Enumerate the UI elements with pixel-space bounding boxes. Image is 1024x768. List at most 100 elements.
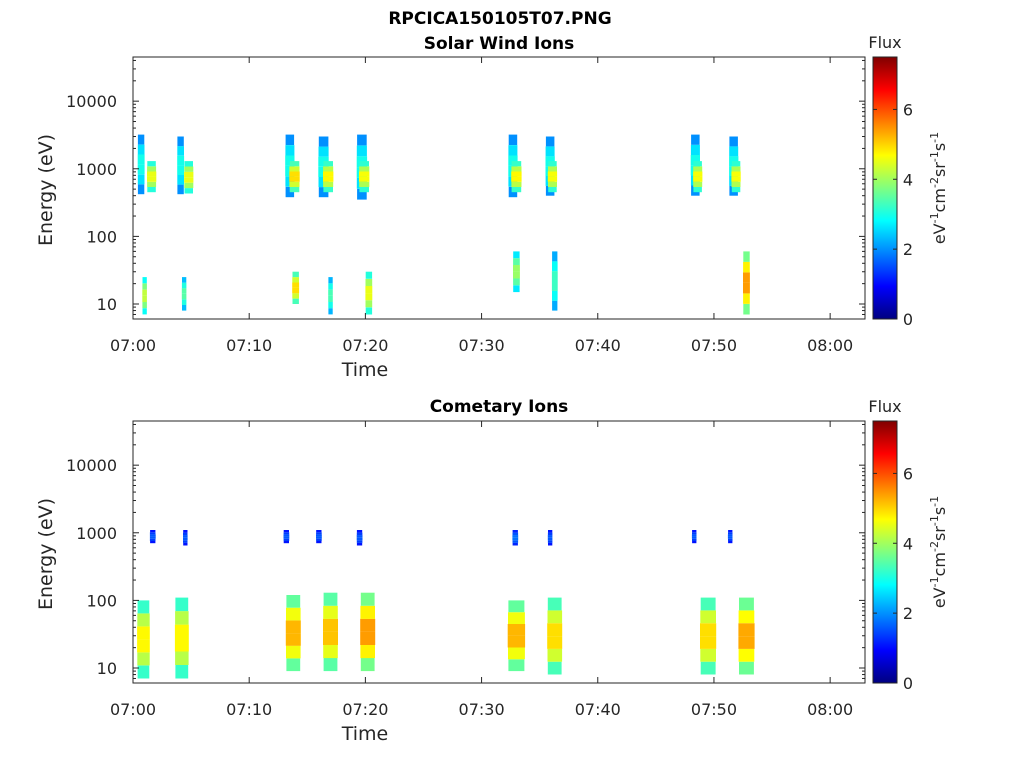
x-tick-label-1: 07:10 (226, 336, 272, 355)
heatmap-cell-16-2 (700, 636, 717, 649)
heatmap-cell-20-2 (292, 287, 300, 294)
heatmap-cell-4-0 (356, 542, 363, 546)
colorbar-title: Flux (868, 33, 901, 52)
x-tick-label-0: 07:00 (110, 700, 156, 719)
heatmap-cell-13-3 (360, 618, 376, 632)
heatmap-cell-13-2 (360, 631, 376, 645)
heatmap-cell-17-2 (738, 636, 755, 649)
heatmap-cell-10-4 (175, 611, 189, 625)
heatmap-cell-7-2 (323, 176, 334, 182)
x-tick-label-6: 08:00 (807, 336, 853, 355)
heatmap-cell-8-5 (728, 530, 733, 533)
heatmap-cell-20-3 (292, 282, 300, 288)
heatmap-cell-5-3 (512, 535, 519, 538)
heatmap-cells (137, 530, 755, 679)
heatmap-cell-1-1 (183, 540, 188, 543)
heatmap-cell-7-3 (323, 171, 334, 177)
heatmap-cell-1-4 (147, 166, 157, 172)
panel-title: Cometary Ions (430, 397, 569, 417)
heatmap-cell-8-0 (357, 188, 367, 200)
heatmap-cell-24-0 (552, 300, 558, 311)
heatmap-cell-19-4 (181, 282, 187, 289)
heatmap-cell-5-5 (289, 161, 300, 167)
heatmap-cell-20-5 (292, 271, 299, 278)
heatmap-cell-19-5 (182, 277, 187, 283)
colorbar-tick-label-0: 0 (903, 674, 913, 693)
heatmap-cell-0-4 (149, 532, 156, 535)
heatmap-cell-15-1 (547, 648, 563, 662)
heatmap-cell-22-5 (365, 271, 373, 279)
heatmap-cell-11-5 (511, 161, 522, 167)
heatmap-cell-6-2 (547, 537, 553, 541)
colorbar: 0 2 4 6 Flux eV-1​cm-2​sr-1​s-1​ (868, 33, 949, 329)
heatmap-cell-17-3 (731, 171, 741, 177)
heatmap-cell-9-1 (359, 181, 370, 187)
heatmap-cell-25-1 (743, 293, 750, 304)
heatmap-cell-2-2 (177, 165, 185, 175)
heatmap-cell-12-5 (545, 136, 555, 147)
axes-frame (132, 56, 866, 320)
heatmap-cell-4-4 (356, 532, 363, 536)
heatmap-cell-13-3 (547, 171, 558, 177)
heatmap-cell-4-5 (285, 134, 295, 145)
heatmap-cell-16-1 (700, 648, 716, 662)
y-tick-label-2: 1000 (76, 524, 117, 543)
panel-1: Solar Wind Ions 07:00 07:10 07:20 07:30 07:40… (35, 33, 949, 381)
heatmap-cell-14-3 (690, 155, 700, 166)
heatmap-cell-1-3 (183, 535, 188, 538)
heatmap-cell-19-1 (181, 299, 187, 305)
heatmap-cell-22-0 (365, 307, 373, 315)
heatmap-cell-8-5 (357, 134, 367, 146)
heatmap-cell-6-4 (318, 146, 329, 157)
heatmap-cell-9-0 (359, 187, 369, 193)
heatmap-cell-24-3 (551, 271, 558, 281)
heatmap-cell-3-3 (316, 534, 322, 537)
heatmap-cell-5-2 (512, 537, 519, 541)
x-tick-label-2: 07:20 (342, 336, 388, 355)
heatmap-cell-3-0 (316, 541, 322, 544)
heatmap-cell-4-4 (285, 145, 295, 156)
heatmap-cell-5-4 (289, 166, 300, 172)
heatmap-cell-3-1 (316, 538, 322, 541)
heatmap-cell-21-3 (328, 289, 333, 296)
colorbar-gradient (872, 56, 898, 320)
colorbar-tick-label-3: 6 (903, 464, 913, 483)
y-axis-label: Energy (eV) (35, 134, 57, 246)
heatmap-cell-2-2 (283, 536, 290, 539)
heatmap-cell-5-0 (512, 542, 518, 546)
heatmap-cell-25-3 (743, 272, 750, 283)
heatmap-cell-11-3 (285, 620, 301, 634)
heatmap-cell-3-3 (184, 171, 194, 178)
heatmap-cell-18-3 (142, 289, 147, 296)
heatmap-cell-10-3 (508, 155, 518, 166)
colorbar-tick-label-3: 6 (903, 100, 913, 119)
colorbar-label: eV-1​cm-2​sr-1​s-1​ (928, 132, 949, 244)
heatmap-cell-1-2 (147, 176, 157, 182)
heatmap-cell-15-4 (547, 610, 563, 624)
heatmap-cell-4-3 (285, 155, 295, 166)
heatmap-cell-12-2 (323, 631, 338, 645)
heatmap-cell-16-5 (700, 597, 716, 611)
heatmap-cell-20-1 (292, 293, 299, 299)
panel-title: Solar Wind Ions (424, 34, 575, 54)
heatmap-cell-13-5 (360, 592, 375, 606)
heatmap-cell-17-1 (731, 181, 741, 187)
heatmap-cell-10-5 (508, 134, 518, 145)
heatmap-cell-12-3 (323, 618, 338, 632)
heatmap-cell-11-1 (511, 181, 522, 187)
heatmap-cell-4-2 (356, 537, 363, 541)
heatmap-cell-12-5 (323, 592, 338, 606)
heatmap-cell-11-1 (286, 645, 301, 659)
heatmap-cell-18-5 (142, 277, 147, 284)
heatmap-cell-7-0 (692, 541, 697, 544)
heatmap-cell-24-2 (551, 281, 558, 291)
x-tick-label-0: 07:00 (110, 336, 156, 355)
heatmap-cell-7-1 (692, 538, 697, 541)
heatmap-cell-17-1 (738, 648, 755, 662)
heatmap-cell-1-0 (147, 187, 156, 193)
heatmap-cell-15-5 (547, 597, 562, 611)
heatmap-cell-0-5 (150, 530, 156, 533)
heatmap-cell-9-3 (359, 171, 370, 177)
x-tick-label-3: 07:30 (459, 700, 505, 719)
